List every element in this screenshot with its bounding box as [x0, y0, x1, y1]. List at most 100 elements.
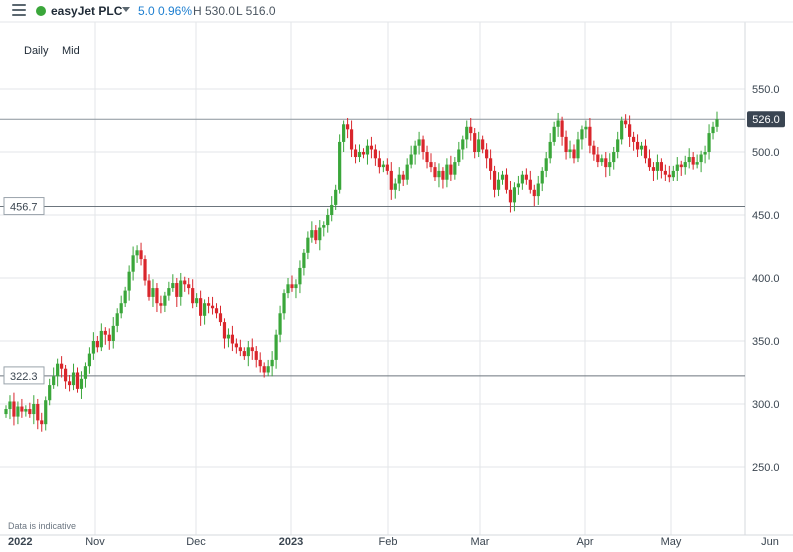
- candle-body: [242, 351, 246, 357]
- candle-body: [560, 120, 564, 137]
- candle-body: [592, 145, 596, 155]
- candle-body: [397, 174, 401, 184]
- candle-body: [445, 164, 449, 180]
- x-tick-label: Jun: [761, 536, 779, 548]
- candle-body: [183, 280, 187, 285]
- candle-body: [131, 255, 135, 272]
- candle-body: [616, 139, 620, 152]
- candle-body: [715, 119, 719, 127]
- candle-body: [620, 120, 624, 140]
- candle-body: [314, 230, 318, 241]
- candle-body: [28, 409, 32, 415]
- candle-body: [512, 187, 517, 203]
- candle-body: [218, 313, 223, 323]
- candle-body: [695, 162, 699, 165]
- x-tick-label: Mar: [471, 536, 490, 548]
- candle-body: [441, 170, 445, 180]
- candle-body: [671, 170, 675, 178]
- candle-body: [679, 164, 683, 168]
- y-tick-label: 450.0: [752, 210, 780, 222]
- candle-body: [199, 298, 203, 316]
- candle-body: [63, 368, 68, 382]
- candle-body: [643, 145, 648, 159]
- candle-body: [262, 366, 266, 373]
- candle-body: [369, 145, 374, 150]
- candle-body: [691, 157, 695, 165]
- day-low: L 516.0: [236, 4, 276, 18]
- candle-body: [56, 363, 60, 377]
- candle-body: [234, 343, 238, 348]
- chevron-down-icon[interactable]: [122, 7, 130, 12]
- candle-body: [95, 341, 99, 348]
- candle-body: [195, 298, 199, 304]
- candle-body: [457, 149, 461, 163]
- x-tick-label: Apr: [576, 536, 593, 548]
- candle-body: [453, 162, 457, 175]
- x-tick-label: Dec: [186, 536, 206, 548]
- day-high: H 530.0: [193, 4, 236, 18]
- candle-body: [667, 174, 671, 178]
- candle-body: [500, 174, 505, 180]
- candle-body: [163, 295, 167, 306]
- menu-icon[interactable]: [12, 4, 26, 16]
- candle-body: [32, 404, 36, 415]
- candle-body: [655, 162, 660, 171]
- candle-body: [258, 359, 262, 367]
- candle-body: [71, 372, 76, 386]
- price-change-percent: 0.96%: [158, 4, 193, 18]
- candle-body: [349, 129, 354, 150]
- candle-body: [222, 322, 227, 339]
- candle-body: [238, 347, 242, 352]
- candle-body: [437, 170, 441, 178]
- candle-body: [139, 250, 143, 260]
- y-tick-label: 500.0: [752, 147, 780, 159]
- level-label: 322.3: [10, 371, 38, 383]
- price-type-selector[interactable]: Mid: [62, 45, 80, 57]
- candle-body: [556, 120, 560, 127]
- candle-body: [179, 280, 183, 297]
- candle-body: [318, 227, 322, 241]
- candle-body: [504, 174, 509, 190]
- level-label: 456.7: [10, 202, 38, 214]
- candle-body: [417, 139, 421, 146]
- candle-body: [270, 359, 274, 367]
- candle-body: [635, 141, 640, 150]
- candle-body: [711, 126, 715, 134]
- y-tick-label: 550.0: [752, 84, 780, 96]
- candle-body: [83, 366, 88, 379]
- candle-body: [572, 149, 576, 159]
- candle-body: [413, 145, 417, 155]
- interval-selector[interactable]: Daily: [24, 45, 49, 57]
- candle-body: [214, 308, 219, 314]
- candle-body: [48, 385, 52, 401]
- current-price-label: 526.0: [752, 114, 780, 126]
- candle-body: [465, 126, 469, 140]
- instrument-name[interactable]: easyJet PLC: [51, 4, 123, 18]
- y-tick-label: 350.0: [752, 336, 780, 348]
- candle-body: [496, 179, 501, 190]
- candle-body: [584, 126, 588, 130]
- candle-body: [210, 305, 215, 309]
- candle-body: [385, 164, 389, 171]
- candle-body: [425, 152, 429, 163]
- candle-body: [12, 401, 16, 417]
- candle-body: [342, 124, 346, 142]
- candle-body: [608, 162, 612, 168]
- candle-body: [16, 406, 20, 417]
- y-tick-label: 300.0: [752, 399, 780, 411]
- candle-body: [282, 293, 286, 314]
- candle-body: [60, 363, 64, 369]
- candle-body: [381, 164, 385, 168]
- candle-body: [175, 283, 179, 297]
- candle-body: [151, 288, 155, 297]
- x-tick-label: May: [661, 536, 682, 548]
- candle-body: [429, 162, 433, 168]
- candle-body: [159, 303, 163, 306]
- x-tick-label: 2023: [279, 536, 303, 548]
- candle-body: [421, 139, 425, 152]
- candle-body: [306, 237, 310, 253]
- candle-body: [699, 154, 703, 163]
- candle-body: [119, 303, 123, 314]
- candle-body: [286, 284, 290, 294]
